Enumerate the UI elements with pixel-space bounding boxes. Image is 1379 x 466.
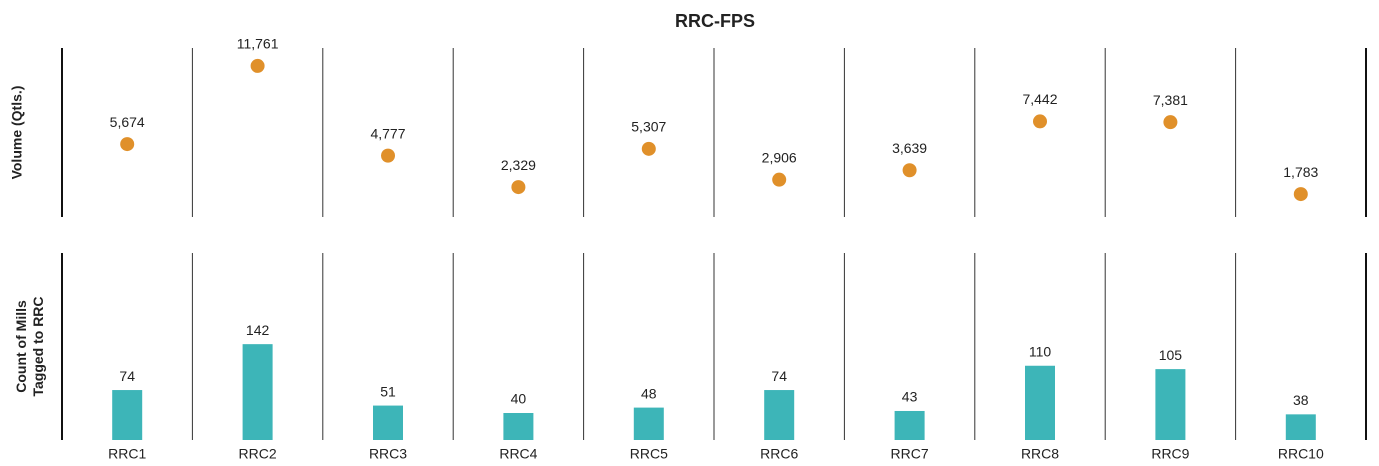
data-label: 43: [902, 389, 918, 405]
x-tick-label: RRC9: [1151, 446, 1189, 462]
data-label: 4,777: [370, 125, 405, 141]
x-tick-label: RRC10: [1278, 446, 1324, 462]
bar: [503, 413, 534, 440]
bar: [764, 390, 795, 440]
x-tick-label: RRC6: [760, 446, 798, 462]
x-tick-label: RRC8: [1021, 446, 1059, 462]
x-tick-label: RRC5: [630, 446, 668, 462]
y-axis-label: Count of Mills: [13, 300, 29, 393]
data-label: 2,329: [501, 157, 536, 173]
x-tick-label: RRC2: [239, 446, 277, 462]
bar: [242, 344, 273, 440]
y-axis-label: Tagged to RRC: [30, 296, 46, 396]
data-label: 74: [119, 368, 135, 384]
x-tick-label: RRC1: [108, 446, 146, 462]
data-label: 40: [511, 391, 527, 407]
y-axis-label: Volume (Qtls.): [9, 86, 25, 180]
x-tick-label: RRC7: [891, 446, 929, 462]
bar: [112, 390, 143, 440]
data-label: 38: [1293, 392, 1309, 408]
data-label: 1,783: [1283, 164, 1318, 180]
x-tick-label: RRC4: [499, 446, 537, 462]
bar: [373, 405, 403, 440]
data-label: 7,442: [1022, 91, 1057, 107]
dot: [1033, 114, 1047, 129]
bar: [894, 410, 925, 440]
data-label: 5,674: [110, 114, 145, 130]
dot: [381, 148, 395, 163]
data-label: 2,906: [762, 149, 797, 165]
data-label: 142: [246, 322, 270, 338]
dot: [250, 58, 265, 73]
dot: [1163, 115, 1178, 130]
data-label: 7,381: [1153, 92, 1188, 108]
data-label: 11,761: [237, 36, 279, 52]
data-label: 110: [1029, 343, 1052, 359]
dot: [902, 163, 917, 178]
data-label: 3,639: [892, 140, 927, 156]
data-label: 105: [1159, 347, 1183, 363]
data-label: 51: [380, 383, 396, 399]
dot: [511, 180, 526, 195]
bar: [1155, 369, 1186, 440]
data-label: 5,307: [631, 119, 666, 135]
dot: [1293, 187, 1308, 202]
dot: [120, 137, 135, 152]
bar: [1025, 365, 1055, 440]
chart-title: RRC-FPS: [675, 11, 755, 31]
data-label: 74: [771, 368, 787, 384]
dot: [772, 172, 787, 187]
bar: [1285, 414, 1316, 440]
data-label: 48: [641, 385, 657, 401]
dot: [641, 141, 656, 156]
bar: [633, 407, 664, 440]
x-tick-label: RRC3: [369, 446, 407, 462]
